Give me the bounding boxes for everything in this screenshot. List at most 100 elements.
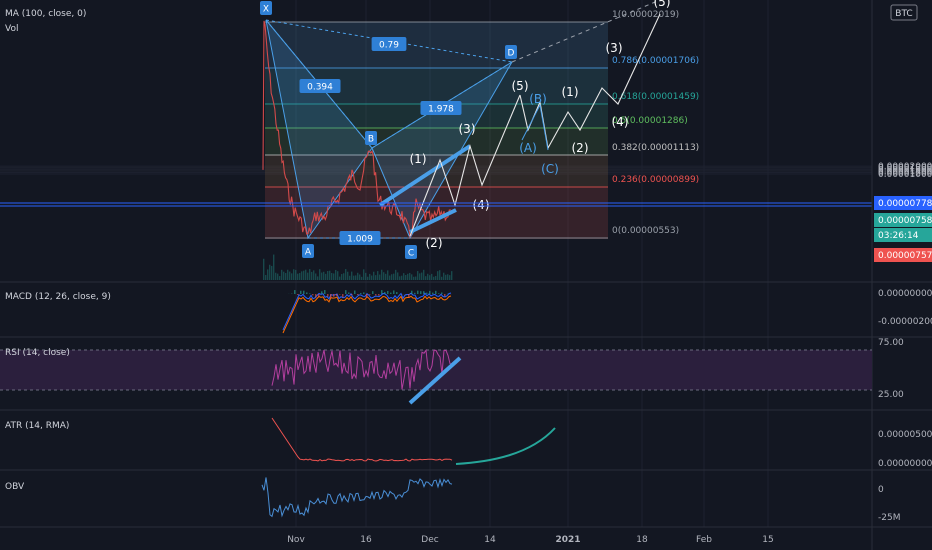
macd-histogram-bar (417, 290, 419, 294)
macd-histogram-bar (321, 291, 323, 294)
volume-bar (279, 276, 281, 280)
volume-bar (377, 271, 379, 280)
macd-histogram-bar (315, 294, 317, 298)
wave-label-white-8: (4) (612, 115, 629, 129)
macd-histogram-bar (444, 294, 446, 297)
volume-bar (265, 274, 267, 280)
fib-label-0: 1(0.00002019) (612, 10, 679, 20)
elliott-wave-paths (409, 13, 661, 237)
price-tag-0 (874, 196, 932, 210)
currency-badge: BTC (890, 4, 918, 21)
macd-histogram (288, 290, 452, 298)
price-tick-5: 0.00001000 (878, 170, 932, 180)
wave-label-white-0: (1) (410, 152, 427, 166)
volume-bar (411, 274, 413, 280)
trend-line-lower[interactable] (409, 208, 457, 234)
volume-bar (369, 273, 371, 280)
wave-label-white-1: (2) (426, 236, 443, 250)
volume-bar (397, 272, 399, 280)
time-tick-4: 2021 (555, 535, 580, 545)
volume-bar (421, 272, 423, 280)
rsi-trend-line[interactable] (408, 356, 462, 405)
fibonacci-retracement[interactable]: 1(0.00002019) 0.786(0.00001706) 0.618(0.00… (265, 10, 699, 239)
wave-label-white-3: (4) (473, 198, 490, 212)
harmonic-point-x: X (263, 5, 269, 15)
rsi-pane[interactable] (0, 348, 872, 405)
volume-bar (423, 269, 425, 280)
harmonic-xb-line (265, 19, 373, 149)
time-axis[interactable]: Nov 16 Dec 14 2021 18 Feb 15 (287, 535, 774, 545)
price-axis[interactable]: 0.000020000.000018000.000016000.00001400… (874, 162, 932, 523)
time-tick-7: 15 (762, 535, 773, 545)
macd-histogram-bar (390, 292, 392, 294)
wave-label-white-6: (2) (572, 141, 589, 155)
volume-bar (389, 275, 391, 280)
volume-bar (419, 273, 421, 280)
volume-bar (277, 273, 279, 280)
macd-histogram-bar (411, 290, 413, 294)
volume-bar (451, 271, 453, 280)
fib-label-6: 0(0.00000553) (612, 226, 679, 236)
fib-label-5: 0.236(0.00000899) (612, 175, 699, 185)
macd-histogram-bar (351, 294, 353, 295)
wave-label-white-7: (3) (606, 41, 623, 55)
volume-bar (291, 273, 293, 280)
trend-line-upper[interactable] (378, 144, 472, 207)
volume-bar (357, 272, 359, 280)
macd-histogram-bar (339, 294, 341, 295)
fib-zone-top (265, 22, 608, 68)
macd-histogram-bar (333, 294, 335, 297)
macd-histogram-bar (420, 291, 422, 294)
macd-histogram-bar (360, 292, 362, 294)
volume-bar (395, 269, 397, 280)
volume-bar (413, 276, 415, 280)
volume-bar (269, 264, 271, 280)
harmonic-point-b-box (365, 131, 377, 145)
wave-label-white-5: (1) (562, 85, 579, 99)
macd-histogram-bar (363, 292, 365, 294)
volume-bar (349, 275, 351, 280)
macd-pane[interactable] (282, 290, 452, 334)
wave-label-white-9: (5) (654, 0, 671, 9)
volume-bar (327, 270, 329, 280)
macd-line (282, 292, 452, 331)
trend-lines[interactable] (378, 144, 472, 234)
volume-bar (285, 273, 287, 280)
volume-bar (405, 274, 407, 280)
price-tick-2: 0.00001600 (878, 165, 932, 175)
macd-histogram-bar (303, 290, 305, 294)
pane-1-tick-1: 25.00 (878, 390, 904, 400)
volume-bar (425, 276, 427, 280)
macd-histogram-bar (432, 292, 434, 294)
main-indicator-vol: Vol (5, 24, 18, 34)
volume-bar (319, 269, 321, 280)
volume-bar (323, 271, 325, 280)
macd-histogram-bar (438, 293, 440, 294)
volume-bar (355, 275, 357, 280)
macd-histogram-bar (345, 290, 347, 294)
main-indicator-ma: MA (100, close, 0) (5, 9, 86, 19)
obv-pane[interactable] (261, 477, 453, 518)
volume-bar (391, 274, 393, 280)
volume-bar (293, 269, 295, 280)
pane-title-2: ATR (14, RMA) (5, 421, 69, 431)
volume-bar (287, 269, 289, 280)
volume-bar (343, 273, 345, 280)
volume-bar (373, 271, 375, 280)
volume-bar (371, 275, 373, 280)
volume-bar (307, 272, 309, 280)
atr-projection-curve (455, 427, 556, 465)
price-tag-label-3: 0.00000757 (878, 251, 932, 261)
volume-bar (433, 276, 435, 280)
volume-bar (445, 274, 447, 280)
wave-label-blue-1: (B) (529, 92, 547, 106)
macd-histogram-bar (297, 294, 299, 295)
volume-bar (263, 258, 265, 280)
rsi-line (271, 348, 453, 390)
volume-bar (403, 273, 405, 280)
atr-pane[interactable] (271, 417, 556, 465)
harmonic-labels: X A B C D (260, 1, 517, 259)
